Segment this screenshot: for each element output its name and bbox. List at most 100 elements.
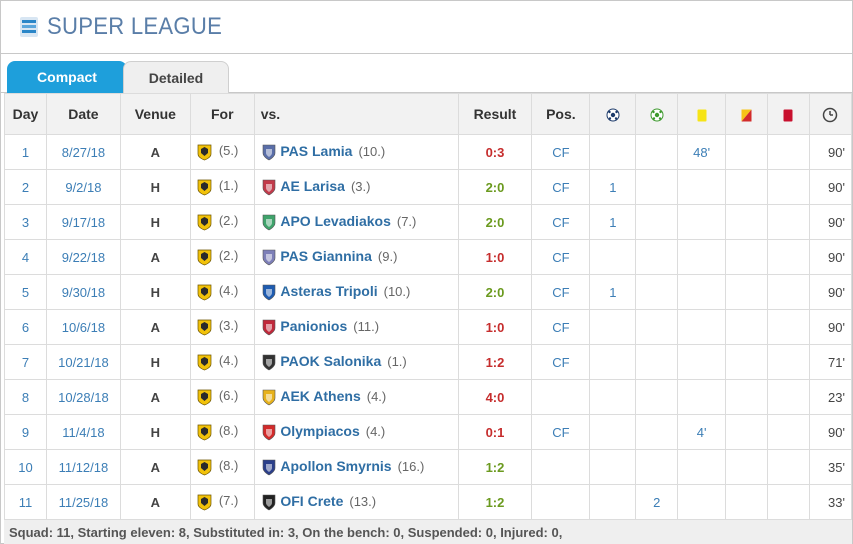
position[interactable]: CF xyxy=(531,204,591,240)
opponent-name-link[interactable]: AE Larisa xyxy=(280,177,345,194)
result-link[interactable]: 0:1 xyxy=(457,414,533,450)
opponent-name-link[interactable]: PAS Giannina xyxy=(280,247,372,264)
col-vs[interactable]: vs. xyxy=(253,93,459,135)
opponent-name-link[interactable]: PAS Lamia xyxy=(280,142,353,159)
position[interactable]: CF xyxy=(531,309,591,345)
matchday-link[interactable]: 8 xyxy=(4,379,47,415)
opponent-crest-icon[interactable] xyxy=(261,144,277,161)
position[interactable]: CF xyxy=(531,344,591,380)
position[interactable]: CF xyxy=(531,169,591,205)
opponent-crest-icon[interactable] xyxy=(261,354,277,371)
opponent-name-link[interactable]: Panionios xyxy=(280,317,348,334)
matchday-link[interactable]: 10 xyxy=(4,449,47,485)
club-crest-icon[interactable] xyxy=(197,424,213,441)
matchday-link[interactable]: 6 xyxy=(4,309,47,345)
matchday-link[interactable]: 1 xyxy=(4,134,47,170)
result-link[interactable]: 2:0 xyxy=(457,204,533,240)
col-result[interactable]: Result xyxy=(457,93,533,135)
matchday-link[interactable]: 9 xyxy=(4,414,47,450)
opponent-name-link[interactable]: APO Levadiakos xyxy=(280,212,391,229)
col-minutes[interactable] xyxy=(808,93,853,135)
matchday-link[interactable]: 3 xyxy=(4,204,47,240)
col-for[interactable]: For xyxy=(189,93,255,135)
opponent-crest-icon[interactable] xyxy=(261,319,277,336)
position[interactable] xyxy=(531,449,591,485)
opponent-name-link[interactable]: Apollon Smyrnis xyxy=(280,457,392,474)
club-crest-icon[interactable] xyxy=(197,319,213,336)
matchday-link[interactable]: 4 xyxy=(4,239,47,275)
col-yellowred[interactable] xyxy=(725,93,769,135)
yellow-red-card-value xyxy=(725,239,769,275)
match-date-link[interactable]: 10/21/18 xyxy=(45,344,121,380)
club-crest-icon[interactable] xyxy=(197,284,213,301)
matchday-link[interactable]: 7 xyxy=(4,344,47,380)
matchday-link[interactable]: 11 xyxy=(4,484,47,520)
club-crest-icon[interactable] xyxy=(197,354,213,371)
club-crest-icon[interactable] xyxy=(197,214,213,231)
opponent-name-link[interactable]: Asteras Tripoli xyxy=(280,282,378,299)
club-crest-icon[interactable] xyxy=(197,459,213,476)
club-crest-icon[interactable] xyxy=(197,179,213,196)
match-date-link[interactable]: 8/27/18 xyxy=(45,134,121,170)
opponent-rank: (7.) xyxy=(396,213,417,229)
club-crest-icon[interactable] xyxy=(197,389,213,406)
position[interactable]: CF xyxy=(531,239,591,275)
opponent-crest-icon[interactable] xyxy=(261,284,277,301)
opponent-crest-icon[interactable] xyxy=(261,389,277,406)
col-date[interactable]: Date xyxy=(45,93,121,135)
position[interactable] xyxy=(531,379,591,415)
result-link[interactable]: 1:2 xyxy=(457,344,533,380)
yellow-red-card-value xyxy=(725,344,769,380)
club-crest-icon[interactable] xyxy=(197,249,213,266)
squad-summary: Squad: 11, Starting eleven: 8, Substitut… xyxy=(4,519,852,544)
opponent-crest-icon[interactable] xyxy=(261,424,277,441)
col-venue[interactable]: Venue xyxy=(119,93,191,135)
match-date-link[interactable]: 9/30/18 xyxy=(45,274,121,310)
opponent-name-link[interactable]: OFI Crete xyxy=(280,492,344,509)
col-day[interactable]: Day xyxy=(4,93,47,135)
position[interactable]: CF xyxy=(531,414,591,450)
result-link[interactable]: 1:2 xyxy=(457,449,533,485)
tab-compact[interactable]: Compact xyxy=(7,61,127,93)
match-date-link[interactable]: 9/17/18 xyxy=(45,204,121,240)
match-date-link[interactable]: 11/4/18 xyxy=(45,414,121,450)
opponent-crest-icon[interactable] xyxy=(261,249,277,266)
col-goals[interactable] xyxy=(589,93,637,135)
result-link[interactable]: 0:3 xyxy=(457,134,533,170)
matchday-link[interactable]: 5 xyxy=(4,274,47,310)
match-date-link[interactable]: 10/6/18 xyxy=(45,309,121,345)
opponent-name-link[interactable]: PAOK Salonika xyxy=(280,352,382,369)
result-link[interactable]: 1:0 xyxy=(457,309,533,345)
col-pos[interactable]: Pos. xyxy=(531,93,591,135)
opponent-name-link[interactable]: Olympiacos xyxy=(280,422,360,439)
result-link[interactable]: 2:0 xyxy=(457,274,533,310)
opponent-crest-icon[interactable] xyxy=(261,214,277,231)
result-link[interactable]: 1:0 xyxy=(457,239,533,275)
club-crest-icon[interactable] xyxy=(197,494,213,511)
result-link[interactable]: 2:0 xyxy=(457,169,533,205)
position[interactable]: CF xyxy=(531,274,591,310)
match-date-link[interactable]: 11/25/18 xyxy=(45,484,121,520)
matchday-link[interactable]: 2 xyxy=(4,169,47,205)
position[interactable] xyxy=(531,484,591,520)
match-date-link[interactable]: 10/28/18 xyxy=(45,379,121,415)
match-date-link[interactable]: 9/22/18 xyxy=(45,239,121,275)
col-red[interactable] xyxy=(767,93,810,135)
position[interactable]: CF xyxy=(531,134,591,170)
match-date-link[interactable]: 11/12/18 xyxy=(45,449,121,485)
opponent-name-link[interactable]: AEK Athens xyxy=(280,387,361,404)
tab-detailed[interactable]: Detailed xyxy=(123,61,229,93)
col-assists[interactable] xyxy=(635,93,679,135)
club-crest-icon[interactable] xyxy=(197,144,213,161)
result-link[interactable]: 4:0 xyxy=(457,379,533,415)
opponent-crest-icon[interactable] xyxy=(261,179,277,196)
result-link[interactable]: 1:2 xyxy=(457,484,533,520)
red-card-value xyxy=(767,379,810,415)
col-yellow[interactable] xyxy=(677,93,727,135)
opponent-crest-icon[interactable] xyxy=(261,494,277,511)
match-date-link[interactable]: 9/2/18 xyxy=(45,169,121,205)
opponent-crest-icon[interactable] xyxy=(261,459,277,476)
competition-title[interactable]: SUPER LEAGUE xyxy=(47,13,223,40)
venue: A xyxy=(119,239,191,275)
venue: H xyxy=(119,414,191,450)
